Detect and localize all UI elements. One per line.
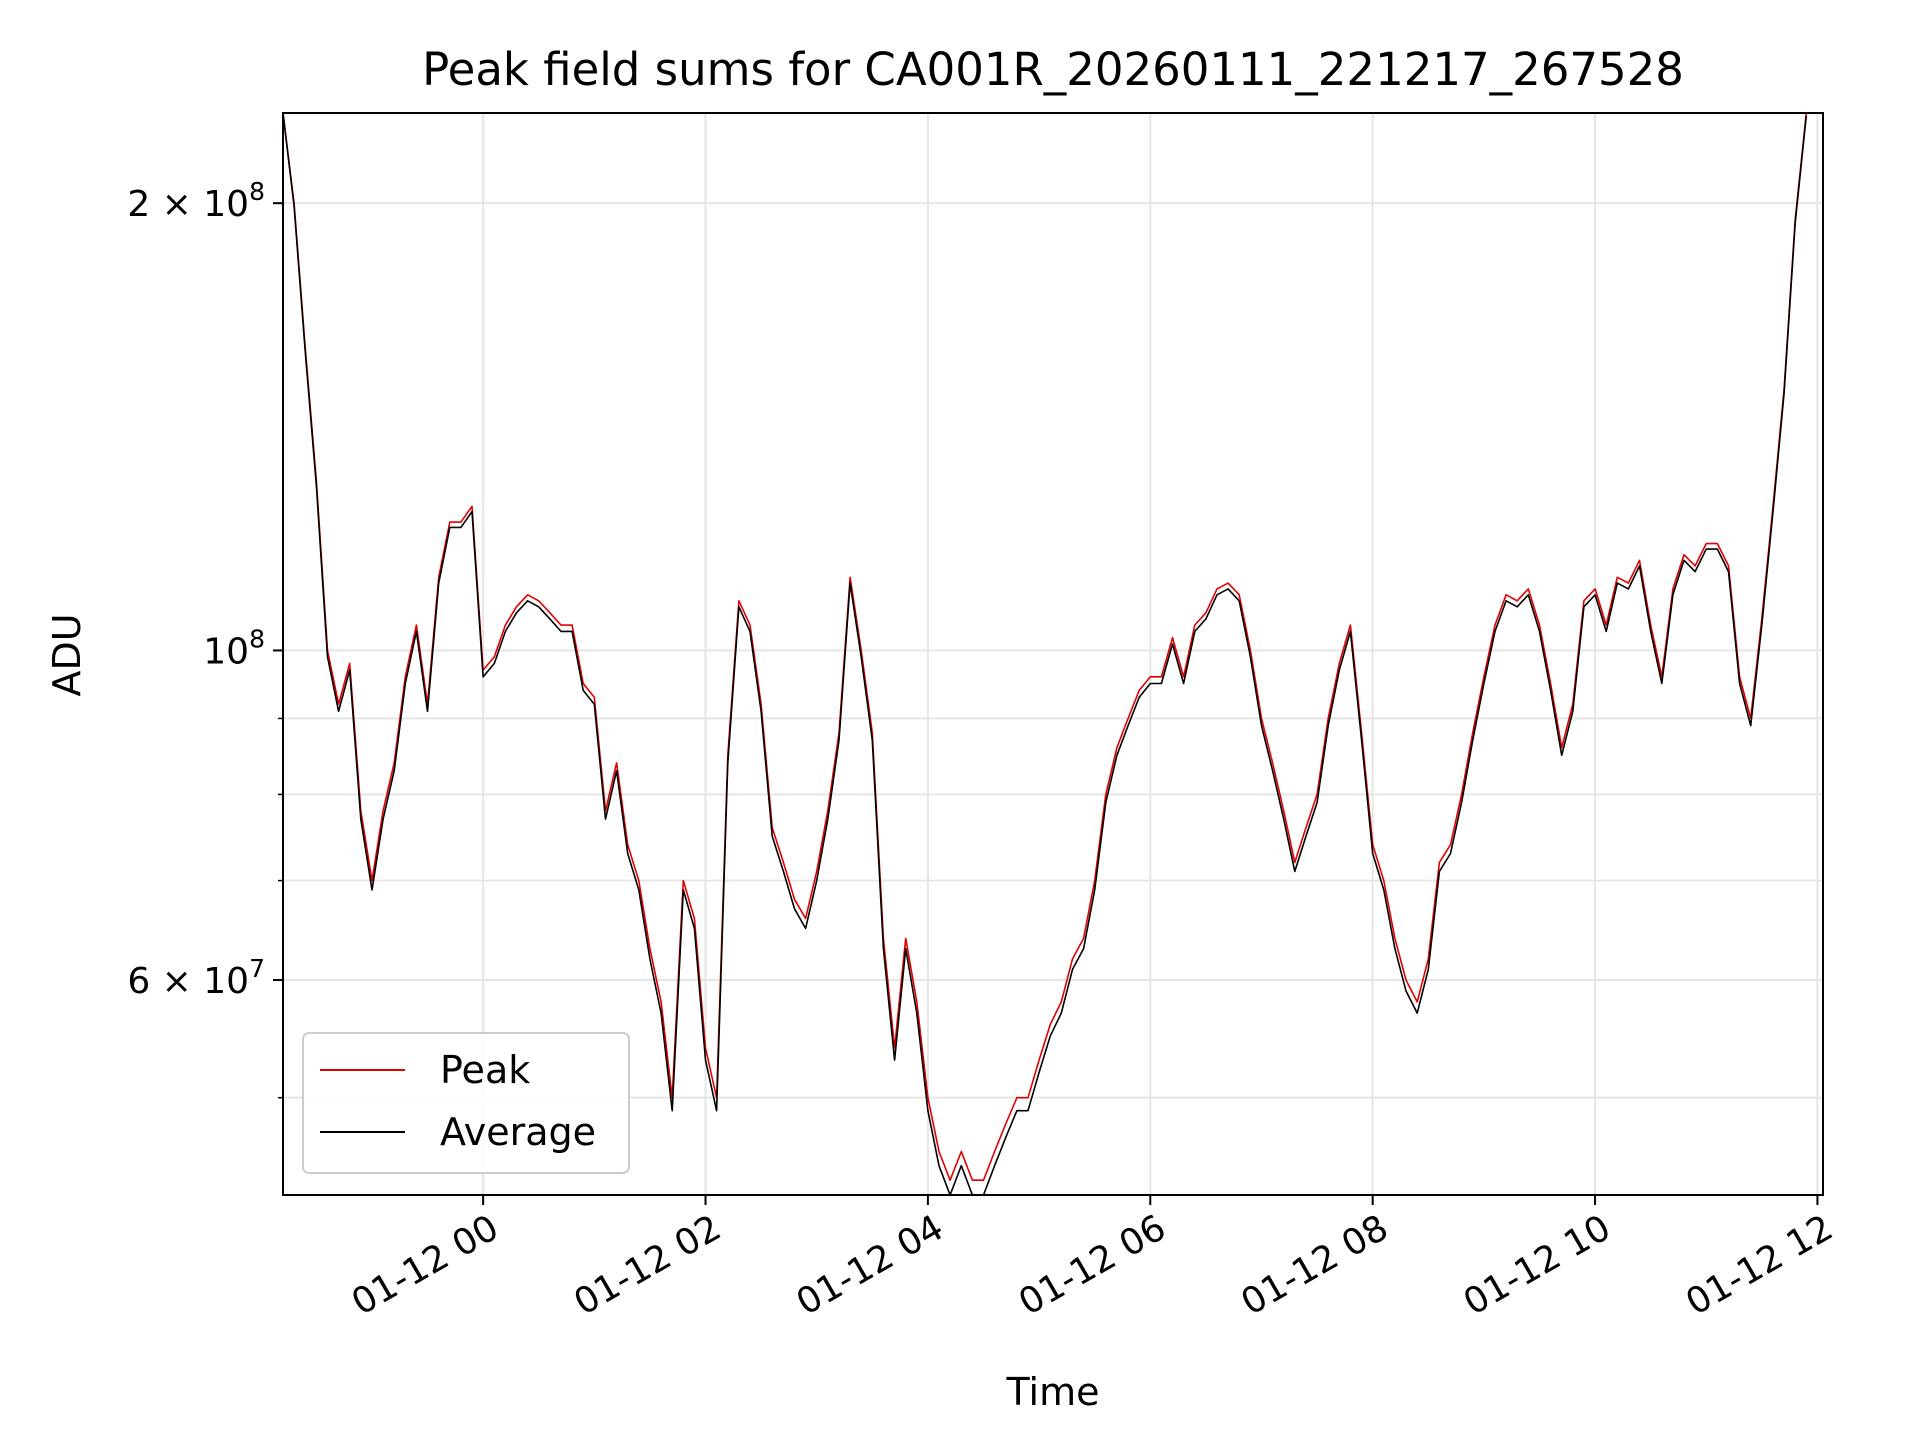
series-layer	[283, 113, 1808, 1195]
y-tick-label: 2 × 108	[127, 177, 265, 225]
legend: Peak Average	[302, 1032, 630, 1174]
grid	[283, 113, 1823, 1195]
legend-label-peak: Peak	[440, 1048, 530, 1092]
y-tick-label: 108	[203, 624, 265, 672]
x-axis-label: Time	[1006, 1370, 1100, 1414]
legend-box	[302, 1032, 630, 1174]
y-axis: 108 2 × 108 6 × 107	[127, 177, 283, 1099]
y-axis-label: ADU	[45, 613, 89, 696]
series-line-average	[283, 113, 1808, 1195]
plot-frame	[282, 112, 1824, 1196]
legend-label-average: Average	[440, 1110, 596, 1154]
y-tick-label: 6 × 107	[127, 954, 265, 1002]
series-line-peak	[283, 113, 1808, 1181]
chart-title: Peak field sums for CA001R_20260111_2212…	[422, 43, 1684, 96]
